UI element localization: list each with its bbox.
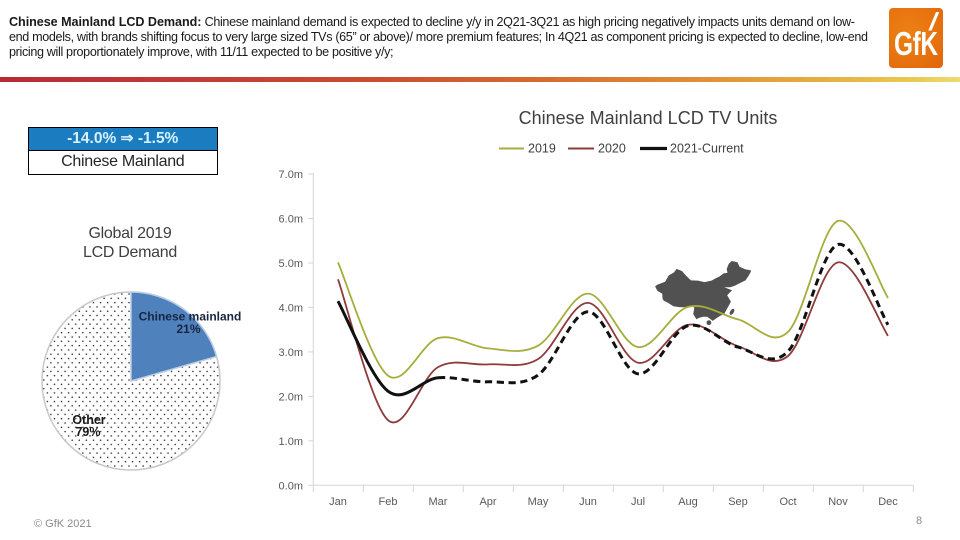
svg-text:Jan: Jan (329, 496, 347, 508)
svg-text:Jun: Jun (579, 496, 597, 508)
svg-text:Other: Other (72, 413, 105, 427)
svg-text:Jul: Jul (631, 496, 645, 508)
svg-text:Sep: Sep (728, 496, 748, 508)
svg-text:3.0m: 3.0m (279, 347, 303, 359)
svg-text:Aug: Aug (678, 496, 698, 508)
svg-text:2019: 2019 (528, 142, 556, 156)
svg-text:Feb: Feb (379, 496, 398, 508)
svg-text:Oct: Oct (779, 496, 796, 508)
svg-text:7.0m: 7.0m (279, 169, 303, 181)
svg-text:Dec: Dec (878, 496, 898, 508)
svg-text:6.0m: 6.0m (279, 214, 303, 226)
svg-text:2020: 2020 (598, 142, 626, 156)
svg-text:5.0m: 5.0m (279, 258, 303, 270)
svg-text:2.0m: 2.0m (279, 391, 303, 403)
svg-text:Mar: Mar (429, 496, 448, 508)
svg-text:Chinese mainland: Chinese mainland (139, 310, 242, 324)
svg-text:0.0m: 0.0m (279, 480, 303, 492)
svg-text:4.0m: 4.0m (279, 302, 303, 314)
svg-text:21%: 21% (176, 322, 200, 336)
svg-text:Apr: Apr (479, 496, 496, 508)
svg-text:Nov: Nov (828, 496, 848, 508)
svg-text:2021-Current: 2021-Current (670, 142, 744, 156)
svg-text:May: May (528, 496, 549, 508)
svg-text:79%: 79% (75, 425, 100, 439)
svg-text:1.0m: 1.0m (279, 436, 303, 448)
